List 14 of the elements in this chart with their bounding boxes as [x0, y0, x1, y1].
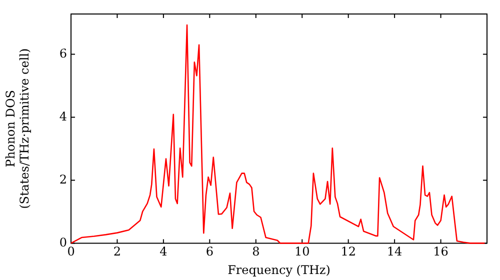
y-tick-label: 2 — [59, 172, 67, 186]
x-tick-label: 8 — [252, 244, 260, 259]
x-tick-label: 10 — [294, 244, 310, 259]
x-tick-label: 16 — [433, 244, 448, 259]
x-tick-label: 14 — [386, 244, 403, 259]
y-axis-title: Phonon DOS (States/THz·primitive cell) — [3, 48, 32, 209]
y-tick-label: 0 — [59, 235, 67, 250]
x-tick-label: 4 — [160, 244, 168, 259]
y-tick-label: 4 — [59, 109, 68, 124]
x-tick-label: 12 — [340, 244, 356, 259]
x-tick-label: 2 — [113, 244, 122, 259]
y-tick-label: 6 — [59, 46, 67, 60]
x-tick-label: 6 — [206, 244, 214, 259]
x-axis-title: Frequency (THz) — [228, 262, 330, 277]
